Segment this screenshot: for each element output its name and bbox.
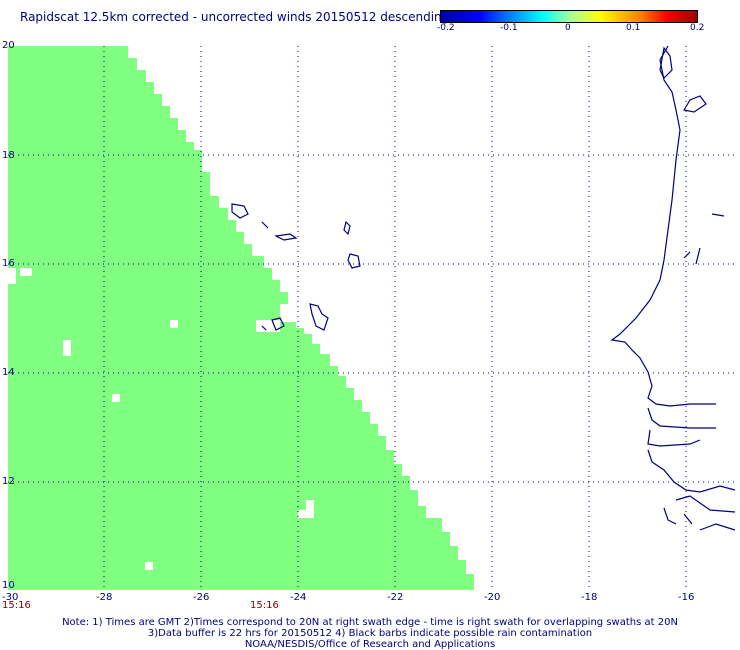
colorbar-label: 0.1 (626, 23, 641, 33)
graticule (8, 46, 735, 590)
no-data-cell (170, 320, 178, 328)
lon-tick-label: -30 (2, 592, 19, 603)
lon-tick-label: -16 (678, 592, 695, 603)
lat-tick-label: 16 (2, 258, 15, 269)
colorbar-label: 0 (565, 23, 571, 33)
color-scale-bar (440, 10, 698, 23)
footnote-line: 3)Data buffer is 22 hrs for 20150512 4) … (147, 628, 593, 639)
lat-tick-label: 12 (2, 476, 15, 487)
lon-tick-label: -24 (290, 592, 307, 603)
no-data-cell (256, 320, 280, 332)
lon-tick-label: -18 (581, 592, 598, 603)
swath-time-label: 15:16 (2, 600, 31, 611)
swath-region (8, 46, 474, 590)
lon-tick-label: -22 (387, 592, 404, 603)
lat-tick-label: 18 (2, 150, 15, 161)
map-title: Rapidscat 12.5km corrected - uncorrected… (20, 10, 450, 24)
no-data-cell (298, 510, 306, 518)
lon-tick-label: -28 (96, 592, 113, 603)
lon-tick-label: -26 (193, 592, 210, 603)
colorbar-label: -0.1 (500, 23, 518, 33)
swath-time-label: 15:16 (250, 600, 279, 611)
colorbar-label: 0.2 (690, 23, 705, 33)
coastline (231, 45, 736, 531)
no-data-cell (306, 500, 314, 518)
colorbar-label: -0.2 (437, 23, 455, 33)
footnote-line: Note: 1) Times are GMT 2)Times correspon… (62, 617, 678, 628)
no-data-cell (112, 394, 120, 402)
lat-tick-label: 10 (2, 580, 15, 591)
lat-tick-label: 20 (2, 40, 15, 51)
lon-tick-label: -20 (484, 592, 501, 603)
no-data-cell (20, 268, 32, 276)
no-data-cell (8, 268, 16, 276)
footnote-credit: NOAA/NESDIS/Office of Research and Appli… (244, 639, 496, 650)
no-data-cell (145, 562, 153, 570)
lat-tick-label: 14 (2, 367, 15, 378)
no-data-cell (8, 276, 16, 284)
no-data-cell (63, 340, 71, 356)
